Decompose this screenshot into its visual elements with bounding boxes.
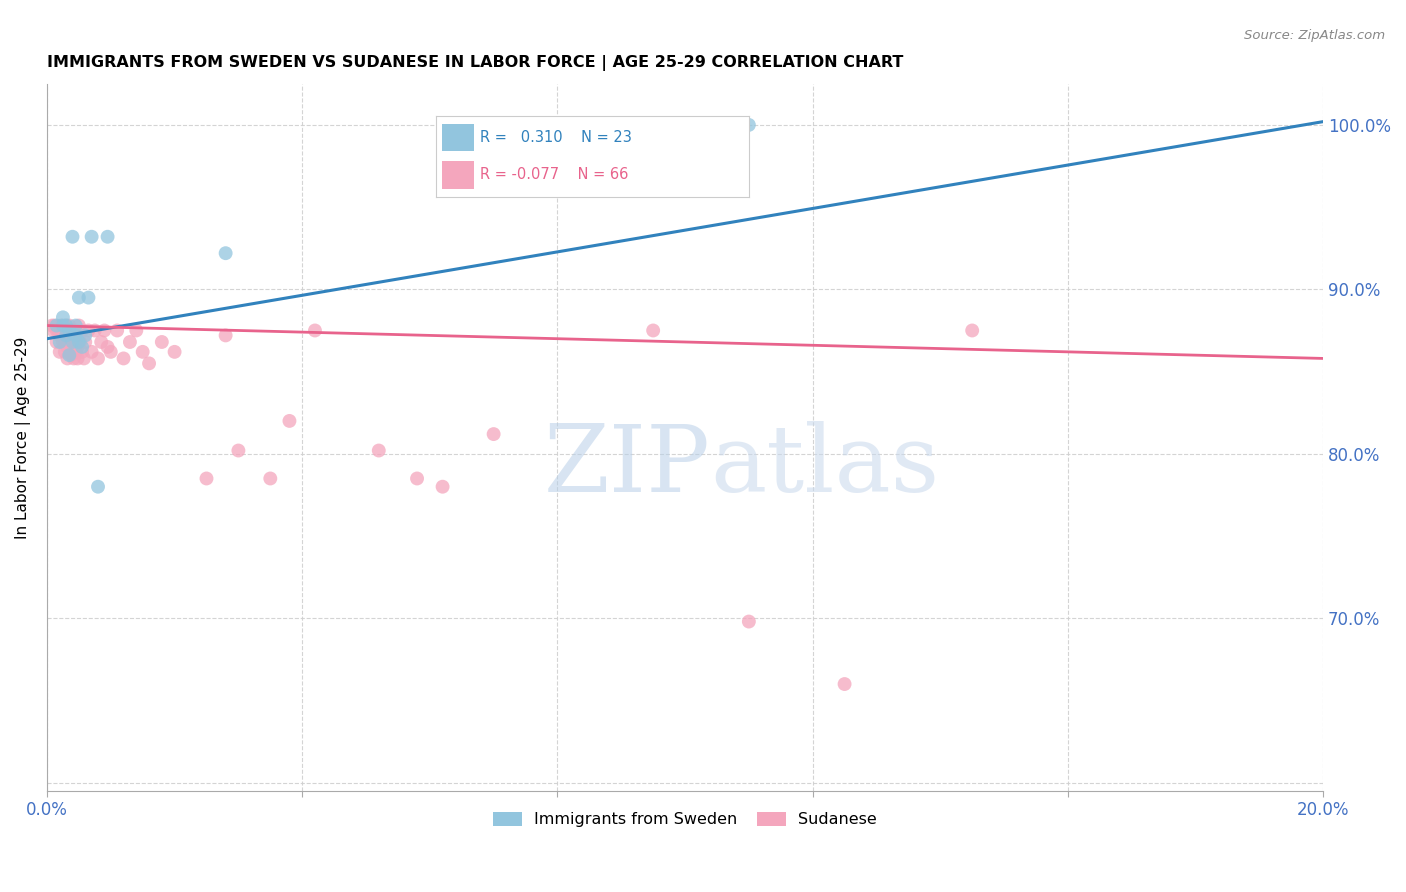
- Point: [105, 323, 128, 337]
- Point: [62, 323, 84, 337]
- Point: [45, 318, 67, 333]
- Point: [278, 414, 301, 428]
- Point: [738, 118, 761, 132]
- Text: ZIP: ZIP: [544, 421, 710, 510]
- Point: [62, 334, 84, 349]
- Point: [48, 328, 70, 343]
- Point: [112, 351, 135, 366]
- Point: [67, 334, 90, 349]
- Point: [70, 344, 93, 359]
- Point: [62, 229, 84, 244]
- Point: [60, 334, 83, 349]
- Point: [62, 351, 84, 366]
- Point: [97, 229, 120, 244]
- Point: [598, 118, 620, 132]
- Point: [69, 334, 91, 349]
- Point: [55, 328, 77, 343]
- Point: [960, 323, 983, 337]
- Point: [67, 318, 90, 333]
- Point: [45, 334, 67, 349]
- Point: [58, 318, 80, 333]
- Point: [53, 334, 76, 349]
- Point: [75, 328, 97, 343]
- Point: [80, 229, 103, 244]
- Point: [44, 318, 66, 333]
- Point: [131, 344, 153, 359]
- Point: [87, 351, 110, 366]
- Point: [66, 351, 89, 366]
- Point: [100, 344, 122, 359]
- Point: [406, 471, 429, 485]
- Point: [70, 340, 93, 354]
- Point: [62, 344, 84, 359]
- Point: [55, 318, 77, 333]
- Point: [67, 291, 90, 305]
- Point: [482, 427, 505, 442]
- Point: [118, 334, 141, 349]
- Point: [42, 323, 65, 337]
- Point: [87, 480, 110, 494]
- Legend: Immigrants from Sweden, Sudanese: Immigrants from Sweden, Sudanese: [486, 805, 883, 834]
- Point: [163, 344, 186, 359]
- Point: [228, 443, 250, 458]
- Y-axis label: In Labor Force | Age 25-29: In Labor Force | Age 25-29: [15, 336, 31, 539]
- Point: [70, 323, 93, 337]
- Point: [49, 318, 72, 333]
- Point: [56, 340, 79, 354]
- Point: [52, 318, 75, 333]
- Point: [52, 328, 75, 343]
- Point: [214, 246, 236, 260]
- Point: [367, 443, 389, 458]
- Point: [53, 344, 76, 359]
- Point: [97, 340, 120, 354]
- Point: [55, 323, 77, 337]
- Point: [66, 340, 89, 354]
- Point: [432, 480, 454, 494]
- Point: [73, 351, 96, 366]
- Point: [41, 318, 63, 333]
- Point: [52, 310, 75, 325]
- Point: [834, 677, 856, 691]
- Point: [48, 334, 70, 349]
- Point: [259, 471, 281, 485]
- Point: [48, 323, 70, 337]
- Point: [90, 334, 112, 349]
- Point: [138, 356, 160, 370]
- Point: [58, 328, 80, 343]
- Point: [52, 334, 75, 349]
- Point: [65, 323, 87, 337]
- Point: [65, 318, 87, 333]
- Point: [56, 351, 79, 366]
- Point: [58, 323, 80, 337]
- Point: [55, 318, 77, 333]
- Point: [75, 334, 97, 349]
- Text: Source: ZipAtlas.com: Source: ZipAtlas.com: [1244, 29, 1385, 42]
- Point: [45, 323, 67, 337]
- Point: [195, 471, 218, 485]
- Point: [49, 323, 72, 337]
- Point: [48, 344, 70, 359]
- Point: [65, 344, 87, 359]
- Point: [150, 334, 173, 349]
- Point: [125, 323, 148, 337]
- Point: [304, 323, 326, 337]
- Point: [738, 615, 761, 629]
- Text: atlas: atlas: [710, 421, 939, 510]
- Point: [58, 348, 80, 362]
- Point: [60, 348, 83, 362]
- Point: [65, 328, 87, 343]
- Point: [214, 328, 236, 343]
- Point: [643, 323, 665, 337]
- Title: IMMIGRANTS FROM SWEDEN VS SUDANESE IN LABOR FORCE | AGE 25-29 CORRELATION CHART: IMMIGRANTS FROM SWEDEN VS SUDANESE IN LA…: [46, 55, 903, 71]
- Point: [93, 323, 115, 337]
- Point: [83, 323, 105, 337]
- Point: [80, 344, 103, 359]
- Point: [77, 291, 100, 305]
- Point: [77, 323, 100, 337]
- Point: [62, 334, 84, 349]
